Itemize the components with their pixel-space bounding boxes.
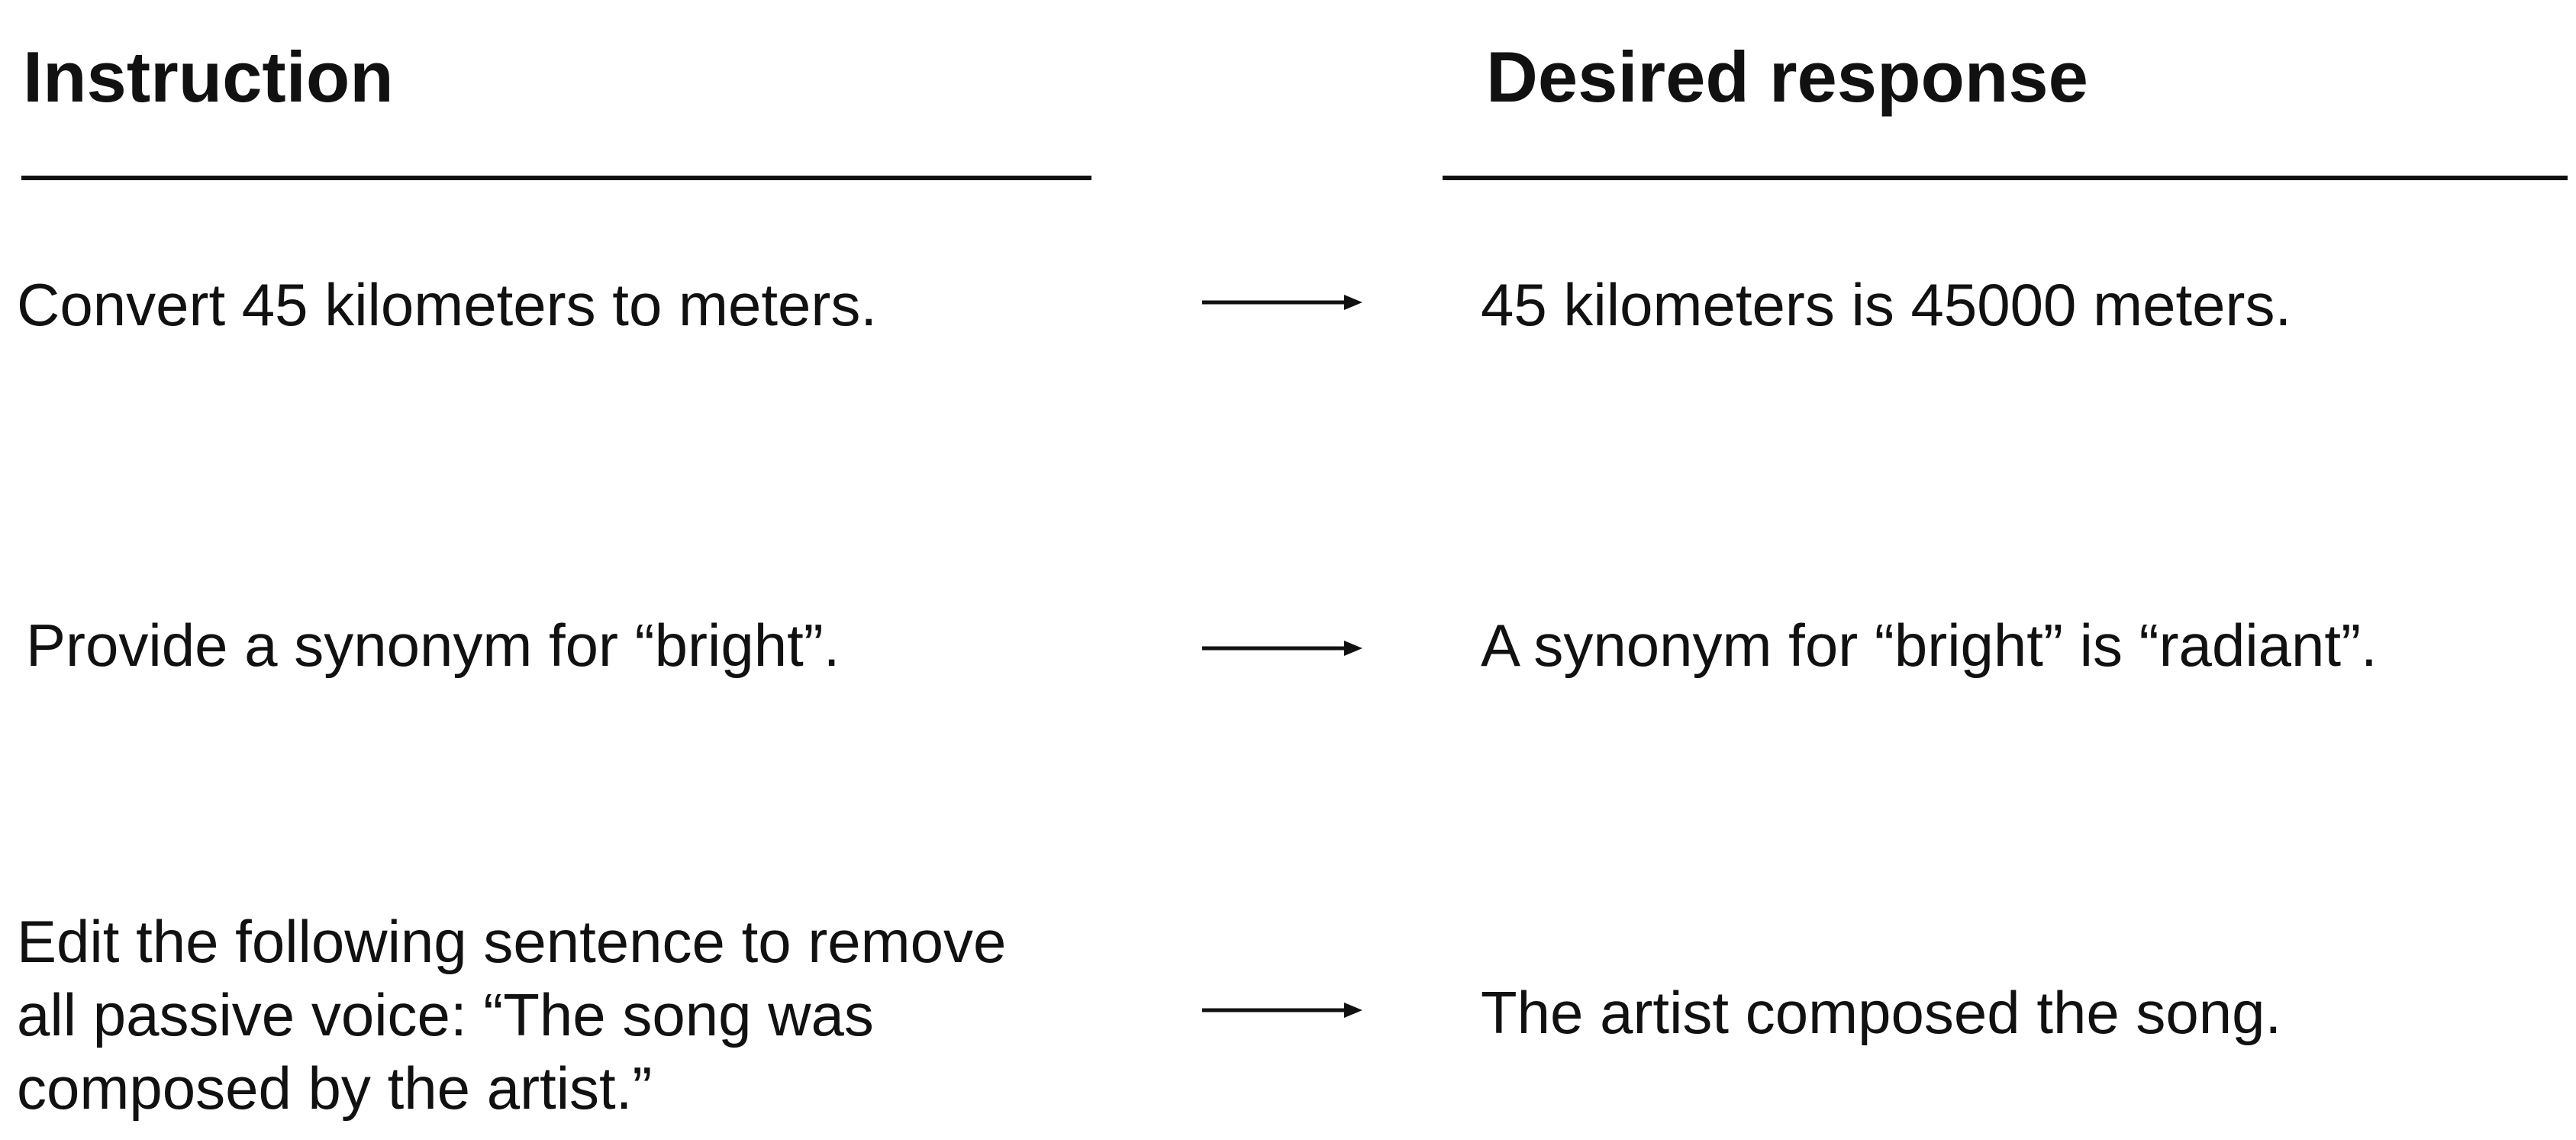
instruction-row-2: Provide a synonym for “bright”. [26,612,840,679]
instruction-row-1: Convert 45 kilometers to meters. [17,271,878,338]
response-row-1: 45 kilometers is 45000 meters. [1481,271,2292,338]
right-arrow-icon [1202,291,1362,314]
right-arrow-icon [1202,999,1362,1022]
response-row-3: The artist composed the song. [1481,979,2282,1046]
desired-response-header-rule [1443,176,2568,180]
instruction-row-3: Edit the following sentence to remove al… [17,908,1007,1122]
response-row-2: A synonym for “bright” is “radiant”. [1481,612,2378,679]
desired-response-column-header: Desired response [1486,37,2088,117]
instruction-column-header: Instruction [23,37,394,117]
right-arrow-icon [1202,637,1362,660]
instruction-header-rule [21,176,1091,180]
